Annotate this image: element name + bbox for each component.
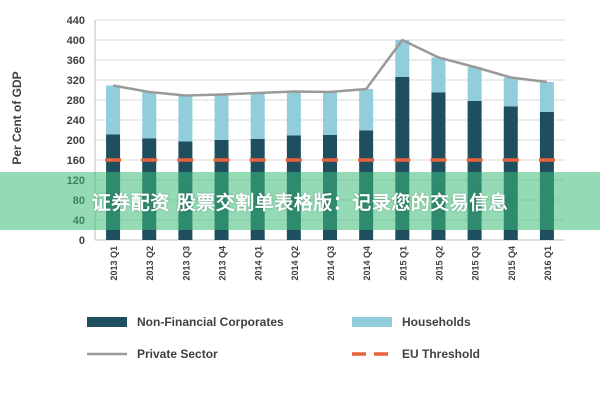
legend-swatch-non-financial-corporates bbox=[87, 317, 127, 327]
x-tick-label: 2014 Q2 bbox=[290, 246, 300, 281]
y-tick-label: 0 bbox=[79, 235, 85, 247]
bar-households bbox=[178, 95, 193, 142]
y-axis-label: Per Cent of GDP bbox=[10, 71, 24, 164]
y-tick-label: 360 bbox=[67, 55, 85, 67]
bar-households bbox=[539, 82, 554, 112]
x-tick-label: 2015 Q1 bbox=[398, 246, 408, 281]
y-tick-label: 160 bbox=[67, 155, 85, 167]
y-tick-label: 240 bbox=[67, 115, 85, 127]
legend: Non-Financial Corporates Households Privat… bbox=[87, 315, 480, 361]
banner-text: 证券配资 股票交割单表格版：记录您的交易信息 bbox=[91, 191, 509, 214]
bar-households bbox=[431, 57, 446, 93]
bar-households bbox=[214, 94, 229, 140]
x-tick-label: 2016 Q1 bbox=[543, 246, 553, 281]
bar-households bbox=[503, 77, 518, 107]
bar-households bbox=[323, 92, 337, 135]
legend-label-private-sector: Private Sector bbox=[137, 347, 218, 361]
y-tick-label: 280 bbox=[67, 95, 85, 107]
bar-households bbox=[106, 85, 121, 135]
legend-label-households: Households bbox=[402, 315, 471, 329]
x-tick-label: 2015 Q2 bbox=[434, 246, 444, 281]
y-tick-label: 440 bbox=[67, 15, 85, 27]
x-tick-label: 2014 Q1 bbox=[254, 246, 264, 281]
banner-overlay: 证券配资 股票交割单表格版：记录您的交易信息 bbox=[0, 172, 600, 230]
bar-households bbox=[250, 93, 265, 139]
x-tick-label: 2013 Q2 bbox=[145, 246, 155, 281]
x-tick-label: 2013 Q1 bbox=[109, 246, 119, 281]
y-tick-label: 200 bbox=[67, 135, 85, 147]
bar-households bbox=[359, 89, 374, 131]
series-lines bbox=[105, 38, 555, 162]
x-tick-label: 2014 Q3 bbox=[326, 246, 336, 281]
y-tick-label: 320 bbox=[67, 75, 85, 87]
x-tick-label: 2014 Q4 bbox=[362, 246, 372, 281]
line-private-sector bbox=[112, 38, 548, 97]
legend-swatch-households bbox=[352, 317, 392, 327]
y-tick-label: 400 bbox=[67, 35, 85, 47]
x-tick-labels: 2013 Q1 2013 Q2 2013 Q3 2013 Q4 2014 Q1 2014 … bbox=[109, 246, 553, 281]
x-tick-label: 2015 Q3 bbox=[471, 246, 481, 281]
legend-label-non-financial-corporates: Non-Financial Corporates bbox=[137, 315, 284, 329]
x-tick-label: 2013 Q4 bbox=[218, 246, 228, 281]
x-tick-label: 2013 Q3 bbox=[181, 246, 191, 281]
legend-label-eu-threshold: EU Threshold bbox=[402, 347, 480, 361]
bar-households bbox=[286, 91, 301, 136]
bar-households bbox=[395, 40, 410, 77]
bar-households bbox=[467, 67, 482, 101]
bar-households bbox=[142, 92, 157, 139]
x-tick-label: 2015 Q4 bbox=[507, 246, 517, 281]
